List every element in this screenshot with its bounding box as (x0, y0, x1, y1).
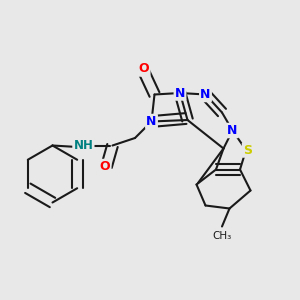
Text: N: N (227, 124, 238, 137)
Text: N: N (175, 86, 185, 100)
Text: S: S (243, 143, 252, 157)
Text: N: N (200, 88, 211, 101)
Text: CH₃: CH₃ (212, 231, 232, 241)
Text: O: O (139, 62, 149, 76)
Text: O: O (100, 160, 110, 173)
Text: NH: NH (74, 139, 93, 152)
Text: N: N (146, 115, 157, 128)
